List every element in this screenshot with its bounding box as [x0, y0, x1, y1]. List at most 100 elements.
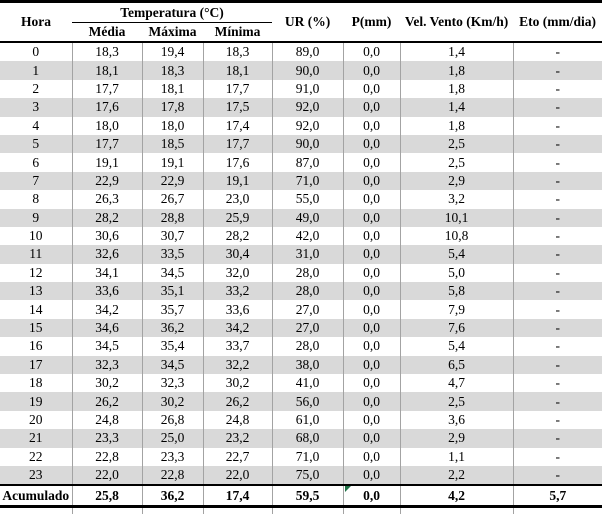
cell-vel-vento: 5,0: [399, 263, 514, 283]
header-row-sub: Média Máxima Mínima: [0, 22, 602, 42]
column-header-hora: Hora: [0, 1, 72, 42]
column-header-media: Média: [72, 22, 142, 42]
cell-p: 0,0: [342, 98, 401, 117]
cell-vel-vento: 4,7: [399, 374, 514, 393]
cell-ur: 49,0: [271, 208, 344, 227]
table-footer: Acumulado 25,8 36,2 17,4 59,5 0,0 4,2 5,…: [0, 485, 602, 507]
cell-p: 0,0: [342, 318, 401, 338]
table-header: Hora Temperatura (°C) UR (%) P(mm) Vel. …: [0, 1, 602, 42]
cell-vel-vento: 3,2: [399, 190, 514, 209]
cell-hora: 17: [29, 356, 43, 372]
table-body: 0 18,3 19,4 18,3 89,0 0,0 1,4-1 18,1 18,3 18,1 90,…: [0, 42, 602, 486]
cell-vel-vento: 3,6: [399, 410, 514, 430]
cell-eto: -: [512, 153, 602, 172]
cell-media: 34,2: [71, 300, 142, 319]
cell-media: 18,0: [71, 116, 142, 135]
cell-ur: 41,0: [271, 374, 344, 393]
cell-vel-vento: 7,9: [399, 300, 514, 319]
cell-ur: 68,0: [271, 429, 344, 448]
cell-media: 26,3: [71, 190, 142, 209]
cell-p: 0,0: [342, 263, 401, 283]
cell-maxima: 19,1: [141, 153, 203, 172]
header-row-top: Hora Temperatura (°C) UR (%) P(mm) Vel. …: [0, 1, 602, 42]
cell-p: 0,0: [342, 465, 401, 486]
cell-maxima: 26,7: [141, 190, 203, 209]
cell-minima: 25,9: [202, 208, 273, 227]
cell-ur: 28,0: [271, 263, 344, 283]
cell-eto: -: [512, 61, 602, 80]
cell-ur: 71,0: [271, 447, 344, 466]
cell-hora: 12: [29, 264, 43, 280]
cell-maxima: 33,5: [141, 245, 203, 264]
cell-eto: -: [512, 355, 602, 375]
table-row: 20 24,8 26,8 24,8 61,0 0,0 3,6-: [0, 410, 602, 430]
cell-vel-vento: 2,5: [399, 153, 514, 172]
cell-hora: 1: [32, 62, 40, 78]
footer-cell-eto: 5,7: [512, 485, 602, 507]
cell-minima: 34,2: [202, 318, 273, 338]
column-separator: [203, 508, 204, 514]
footer-cell-media: 25,8: [71, 485, 142, 507]
table-row: 15 34,6 36,2 34,2 27,0 0,0 7,6-: [0, 318, 602, 338]
cell-maxima: 28,8: [141, 208, 203, 227]
cell-p: 0,0: [342, 355, 401, 375]
cell-ur: 92,0: [271, 98, 344, 117]
cell-media: 19,1: [71, 153, 142, 172]
cell-p: 0,0: [342, 392, 401, 411]
table-row: 18 30,2 32,3 30,2 41,0 0,0 4,7-: [0, 374, 602, 393]
cell-ur: 89,0: [271, 42, 344, 62]
cell-hora: 14: [29, 301, 43, 317]
cell-hora: 11: [29, 246, 43, 262]
cell-eto: -: [512, 42, 602, 62]
cell-vel-vento: 2,5: [399, 392, 514, 411]
footer-cell-ur: 59,5: [271, 485, 344, 507]
cell-hora: 3: [32, 99, 40, 115]
cell-maxima: 35,4: [141, 337, 203, 356]
table-row: 12 34,1 34,5 32,0 28,0 0,0 5,0-: [0, 263, 602, 283]
cell-p: 0,0: [342, 226, 401, 246]
column-separator: [72, 508, 73, 514]
cell-minima: 32,0: [202, 263, 273, 283]
table-row: 4 18,0 18,0 17,4 92,0 0,0 1,8-: [0, 116, 602, 135]
cell-hora: 18: [29, 375, 43, 391]
cell-hora: 4: [32, 117, 40, 133]
cell-ur: 31,0: [271, 245, 344, 264]
cell-p: 0,0: [342, 79, 401, 99]
cell-eto: -: [512, 116, 602, 135]
cell-vel-vento: 7,6: [399, 318, 514, 338]
next-row-clipped-strip: [0, 508, 602, 514]
table-row: 8 26,3 26,7 23,0 55,0 0,0 3,2-: [0, 190, 602, 209]
cell-maxima: 18,1: [141, 79, 203, 99]
column-header-vel-vento: Vel. Vento (Km/h): [400, 1, 514, 42]
cell-eto: -: [512, 171, 602, 191]
cell-minima: 22,0: [202, 465, 273, 486]
cell-minima: 33,6: [202, 300, 273, 319]
cell-p: 0,0: [342, 190, 401, 209]
cell-hora: 5: [32, 136, 40, 152]
cell-ur: 91,0: [271, 79, 344, 99]
cell-ur: 27,0: [271, 300, 344, 319]
cell-p: 0,0: [342, 429, 401, 448]
cell-media: 28,2: [71, 208, 142, 227]
cell-ur: 55,0: [271, 190, 344, 209]
cell-ur: 28,0: [271, 337, 344, 356]
cell-maxima: 36,2: [141, 318, 203, 338]
cell-ur: 90,0: [271, 61, 344, 80]
cell-media: 17,7: [71, 79, 142, 99]
cell-maxima: 18,5: [141, 134, 203, 154]
cell-hora: 23: [29, 467, 43, 483]
cell-eto: -: [512, 79, 602, 99]
cell-hora: 10: [29, 228, 43, 244]
column-separator: [272, 508, 273, 514]
cell-minima: 24,8: [202, 410, 273, 430]
column-header-minima: Mínima: [203, 22, 273, 42]
footer-cell-p-value: 0,0: [363, 487, 380, 503]
cell-p: 0,0: [342, 245, 401, 264]
cell-vel-vento: 6,5: [399, 355, 514, 375]
cell-vel-vento: 2,5: [399, 134, 514, 154]
table-row: 22 22,8 23,3 22,7 71,0 0,0 1,1-: [0, 447, 602, 466]
cell-minima: 33,2: [202, 282, 273, 301]
cell-p: 0,0: [342, 374, 401, 393]
cell-media: 17,6: [71, 98, 142, 117]
table-row: 14 34,2 35,7 33,6 27,0 0,0 7,9-: [0, 300, 602, 319]
